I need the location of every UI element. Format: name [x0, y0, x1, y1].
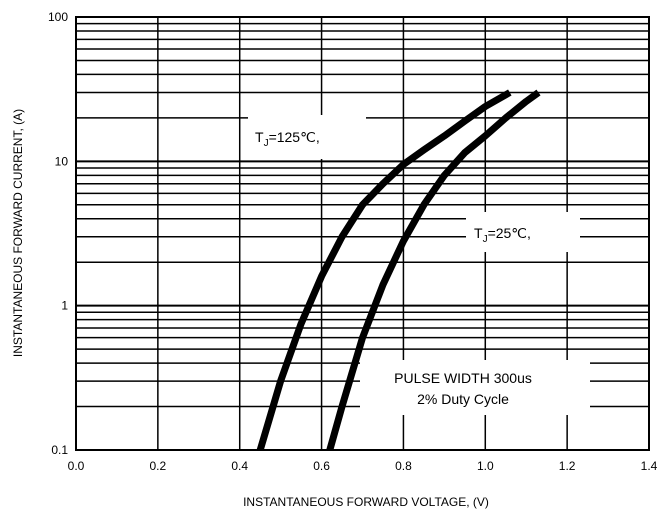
x-tick-label: 0.8 — [395, 459, 412, 473]
curve-125c — [256, 89, 512, 451]
annotation-125-label: TJ=125℃, — [255, 129, 320, 149]
curves — [256, 89, 541, 451]
tick-labels: 0.0 0.2 0.4 0.6 0.8 1.0 1.2 1.4 0.1 1 10 100 — [48, 10, 658, 473]
annotation-125: TJ=125℃, — [248, 115, 366, 159]
y-tick-label: 1 — [61, 299, 68, 313]
plot-frame — [75, 16, 650, 451]
annotation-125-bg — [248, 115, 366, 159]
x-tick-label: 1.0 — [477, 459, 494, 473]
x-tick-label: 1.4 — [641, 459, 658, 473]
y-tick-label: 0.1 — [51, 443, 68, 457]
x-tick-label: 0.0 — [68, 459, 85, 473]
x-axis-label: INSTANTANEOUS FORWARD VOLTAGE, (V) — [243, 495, 489, 509]
y-axis-label: INSTANTANEOUS FORWARD CURRENT, (A) — [11, 109, 25, 357]
pulse-note-bg — [360, 360, 590, 415]
curve-25c — [326, 89, 541, 451]
pulse-note: PULSE WIDTH 300us 2% Duty Cycle — [360, 360, 590, 415]
annotation-25-label: TJ=25℃, — [474, 225, 531, 245]
x-tick-label: 1.2 — [559, 459, 576, 473]
annotation-25: TJ=25℃, — [466, 212, 580, 252]
x-tick-label: 0.4 — [231, 459, 248, 473]
y-tick-label: 100 — [48, 10, 68, 24]
y-tick-label: 10 — [55, 154, 69, 168]
x-tick-label: 0.2 — [150, 459, 167, 473]
pulse-note-line2: 2% Duty Cycle — [417, 391, 509, 407]
pulse-note-line1: PULSE WIDTH 300us — [394, 370, 532, 386]
x-tick-label: 0.6 — [313, 459, 330, 473]
annotation-25-bg — [466, 212, 580, 252]
